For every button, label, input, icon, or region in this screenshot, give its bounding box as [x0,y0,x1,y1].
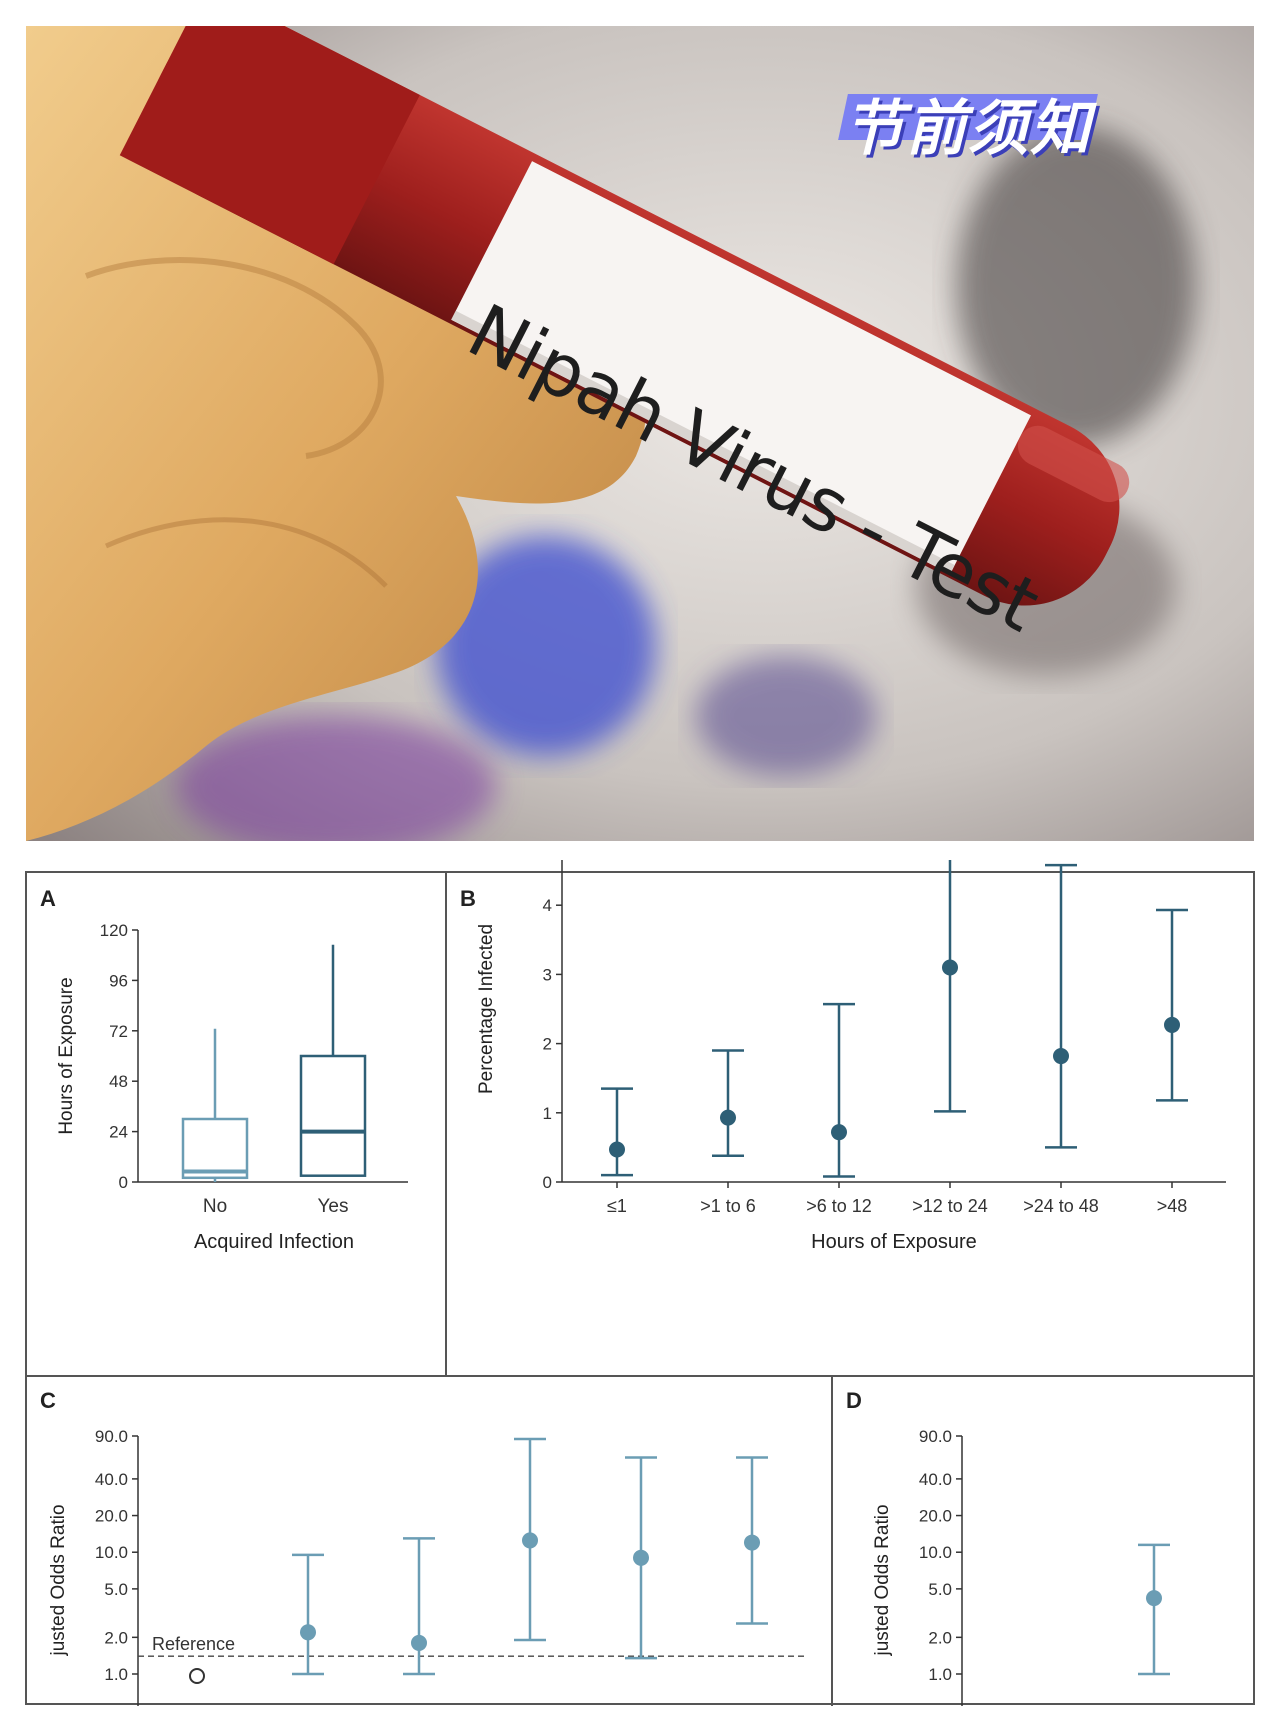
panel-letter: B [460,886,476,911]
x-tick-label: >24 to 48 [1023,1196,1099,1216]
y-axis-label: justed Odds Ratio [48,1504,69,1656]
data-point [1164,1016,1180,1033]
y-tick-label: 1 [543,1104,552,1123]
data-point [1053,1048,1069,1065]
y-tick-label: 3 [543,965,552,984]
y-tick-label: 1.0 [104,1665,128,1684]
panel-letter: D [846,1388,862,1413]
data-point [720,1109,736,1126]
y-tick-label: 0 [119,1173,128,1192]
reference-point [189,1668,205,1684]
y-tick-label: 90.0 [919,1427,952,1446]
y-tick-label: 120 [100,921,128,940]
x-tick-label: No [203,1196,227,1217]
y-tick-label: 48 [109,1072,128,1091]
photo-illustration [26,26,1254,841]
y-tick-label: 4 [543,896,552,915]
x-axis-label: Acquired Infection [194,1231,354,1253]
y-tick-label: 2.0 [928,1628,952,1647]
data-point [942,959,958,976]
y-tick-label: 5.0 [928,1580,952,1599]
top-cropped-title [490,0,1110,16]
data-point [1146,1590,1162,1607]
x-axis-label: Hours of Exposure [811,1231,977,1253]
data-point [609,1141,625,1158]
badge-notice: 节前须知 [838,80,1098,164]
y-tick-label: 20.0 [919,1507,952,1526]
x-tick-label: >6 to 12 [806,1196,872,1216]
panel-d: D 90.0 40.0 20.0 10.0 5.0 2.0 1.0 justed Odds Ra… [846,1388,1170,1706]
y-tick-label: 96 [109,971,128,990]
x-tick-label: >1 to 6 [700,1196,756,1216]
y-tick-label: 1.0 [928,1665,952,1684]
y-tick-label: 40.0 [95,1470,128,1489]
panel-letter: A [40,886,56,911]
y-tick-label: 0 [543,1173,552,1192]
y-tick-label: 40.0 [919,1470,952,1489]
badge-text: 节前须知 [844,94,1092,164]
y-tick-label: 90.0 [95,1427,128,1446]
y-tick-label: 5.0 [104,1580,128,1599]
x-tick-label: >12 to 24 [912,1196,988,1216]
reference-label: Reference [152,1634,235,1654]
data-point [633,1549,649,1566]
chart-figure: A 120 96 72 48 24 0 Hours of Exposure No Yes Acqui… [0,827,1280,1706]
y-axis-label: Percentage Infected [476,924,497,1094]
y-tick-label: 2 [543,1035,552,1054]
panel-letter: C [40,1388,56,1413]
y-tick-label: 10.0 [919,1543,952,1562]
panel-c: C 90.0 40.0 20.0 10.0 5.0 2.0 1.0 justed Odds Ra… [40,1388,808,1706]
y-tick-label: 10.0 [95,1543,128,1562]
y-tick-label: 2.0 [104,1628,128,1647]
data-point [744,1534,760,1551]
photo-nipah-test-tube: Nipah Virus - Test [26,26,1254,841]
y-axis-label: Hours of Exposure [56,977,77,1134]
y-tick-label: 24 [109,1123,128,1142]
panel-a: A 120 96 72 48 24 0 Hours of Exposure No Yes Acqui… [40,886,408,1253]
panel-b: B543210Percentage Infected≤1>1 to 6>6 to… [460,827,1226,1253]
data-point [411,1634,427,1651]
figure-frame [25,871,1255,1705]
data-point [522,1532,538,1549]
x-tick-label: ≤1 [607,1196,627,1216]
y-axis-label: justed Odds Ratio [872,1504,893,1656]
y-tick-label: 20.0 [95,1507,128,1526]
x-tick-label: Yes [318,1196,349,1217]
box-body [181,1117,249,1180]
box-body [299,1054,367,1177]
y-tick-label: 72 [109,1022,128,1041]
data-point [300,1624,316,1641]
data-point [831,1124,847,1141]
x-tick-label: >48 [1157,1196,1188,1216]
